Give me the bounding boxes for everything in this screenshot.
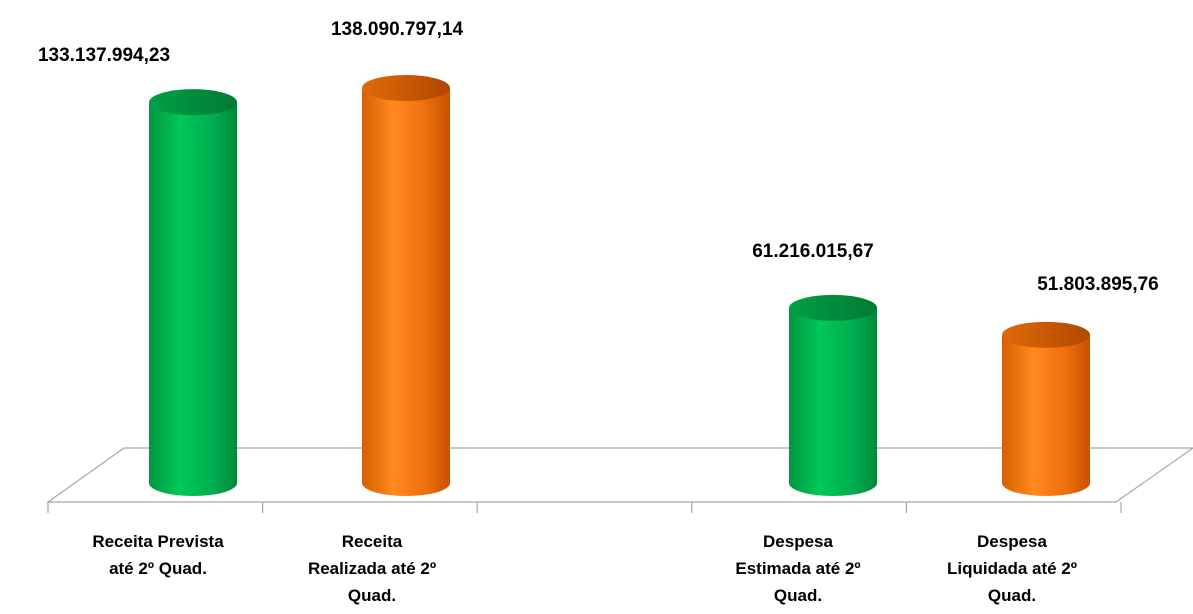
- category-label-line: Despesa: [763, 532, 833, 551]
- bars-group: [149, 75, 1090, 497]
- value-labels-group: 133.137.994,23 138.090.797,14 61.216.015,6…: [38, 19, 1159, 295]
- category-label-line: Quad.: [348, 586, 396, 605]
- category-label: Despesa Estimada até 2º Quad.: [735, 532, 860, 605]
- value-label: 61.216.015,67: [752, 241, 874, 262]
- category-label-line: até 2º Quad.: [109, 559, 207, 578]
- x-axis-ticks: [47, 502, 1122, 513]
- category-label-line: Receita Prevista: [92, 532, 224, 551]
- bar-body: [362, 88, 450, 496]
- bar-1: [362, 75, 450, 496]
- category-label-line: Despesa: [977, 532, 1047, 551]
- category-label-line: Liquidada até 2º: [947, 559, 1077, 578]
- category-label: Receita Realizada até 2º Quad.: [308, 532, 436, 605]
- bar-top: [362, 75, 450, 101]
- bar-3: [789, 294, 877, 496]
- category-label: Receita Prevista até 2º Quad.: [92, 532, 224, 578]
- bar-0: [149, 89, 237, 497]
- bar-top: [149, 89, 237, 116]
- bar-4: [1002, 321, 1090, 496]
- category-label-line: Estimada até 2º: [735, 559, 860, 578]
- bar-top: [789, 294, 877, 321]
- category-label-line: Quad.: [988, 586, 1036, 605]
- category-label-line: Realizada até 2º: [308, 559, 436, 578]
- bar-body: [1002, 334, 1090, 496]
- value-label: 133.137.994,23: [38, 45, 170, 66]
- category-label-line: Quad.: [774, 586, 822, 605]
- bar-body: [789, 307, 877, 496]
- bar-top: [1002, 321, 1090, 348]
- category-label-line: Receita: [342, 532, 403, 551]
- category-labels-group: Receita Prevista até 2º Quad. Receita Reali…: [92, 532, 1077, 605]
- category-label: Despesa Liquidada até 2º Quad.: [947, 532, 1077, 605]
- value-label: 51.803.895,76: [1037, 274, 1159, 295]
- bar-body: [149, 102, 237, 497]
- value-label: 138.090.797,14: [331, 19, 464, 40]
